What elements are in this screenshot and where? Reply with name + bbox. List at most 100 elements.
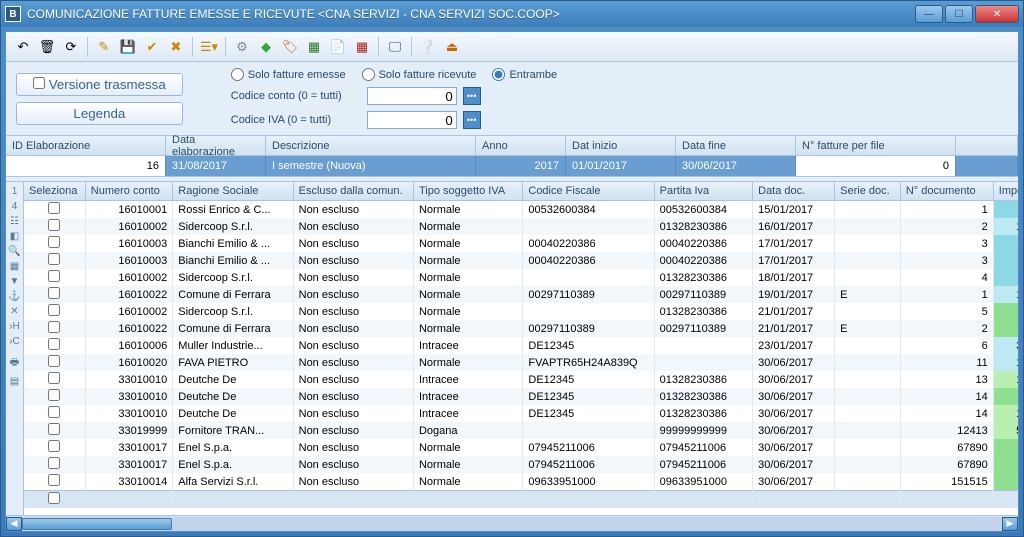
grid-wrap[interactable]: SelezionaNumero contoRagione SocialeEscl…	[24, 182, 1018, 515]
codice-iva-input[interactable]	[367, 111, 457, 129]
row-checkbox[interactable]	[48, 389, 60, 401]
table-row[interactable]: 16010020FAVA PIETRONon esclusoNormaleFVA…	[24, 354, 1018, 371]
doc-icon[interactable]: 📄	[327, 36, 349, 58]
grid-header-nconto[interactable]: Numero conto	[85, 182, 173, 201]
scroll-thumb[interactable]	[22, 518, 172, 530]
list-icon[interactable]: ☰▾	[198, 36, 220, 58]
row-checkbox[interactable]	[48, 253, 60, 265]
row-checkbox[interactable]	[48, 440, 60, 452]
close-button[interactable]: ✕	[975, 5, 1019, 23]
monitor-icon[interactable]: 🖵	[384, 36, 406, 58]
grid-header-tiposogg[interactable]: Tipo soggetto IVA	[413, 182, 522, 201]
tool-ok-icon[interactable]: ✔	[141, 36, 163, 58]
side-icon[interactable]: ▼	[10, 276, 20, 287]
footer-checkbox[interactable]	[48, 492, 60, 504]
row-checkbox[interactable]	[48, 287, 60, 299]
excel-icon[interactable]: ▦	[303, 36, 325, 58]
grid-header-ndoc[interactable]: N° documento	[900, 182, 993, 201]
row-checkbox[interactable]	[48, 338, 60, 350]
radio-ricevute[interactable]: Solo fatture ricevute	[362, 68, 477, 81]
table-row[interactable]: 16010002Sidercoop S.r.l.Non esclusoNorma…	[24, 218, 1018, 235]
table-row[interactable]: 16010022Comune di FerraraNon esclusoNorm…	[24, 286, 1018, 303]
grid-header-sel[interactable]: Seleziona	[24, 182, 85, 201]
header-col[interactable]: Anno	[476, 136, 566, 156]
refresh-icon[interactable]: ⟳	[60, 36, 82, 58]
radio-entrambe[interactable]: Entrambe	[492, 68, 557, 81]
side-icon[interactable]: 1	[12, 186, 18, 197]
scroll-left-button[interactable]: ◀	[6, 517, 22, 531]
versione-trasmessa-button[interactable]: Versione trasmessa	[16, 73, 183, 96]
table-row[interactable]: 16010003Bianchi Emilio & ...Non esclusoN…	[24, 252, 1018, 269]
grid-header-imp[interactable]: Imponibile	[993, 182, 1018, 201]
undo-icon[interactable]: ↶	[12, 36, 34, 58]
grid-header-cf[interactable]: Codice Fiscale	[523, 182, 654, 201]
row-checkbox[interactable]	[48, 423, 60, 435]
horizontal-scrollbar[interactable]: ◀ ▶	[6, 515, 1018, 531]
versione-trasmessa-check[interactable]	[33, 77, 45, 89]
side-icon[interactable]: ›H	[9, 321, 20, 332]
side-icon[interactable]: ⚓	[8, 291, 20, 302]
table-row[interactable]: 33010014Alfa Servizi S.r.l.Non esclusoNo…	[24, 473, 1018, 491]
side-icon[interactable]: ☷	[10, 216, 19, 227]
minimize-button[interactable]: —	[915, 5, 943, 23]
table-row[interactable]: 16010006Muller Industrie...Non esclusoIn…	[24, 337, 1018, 354]
row-checkbox[interactable]	[48, 474, 60, 486]
table-row[interactable]: 33010010Deutche DeNon esclusoIntraceeDE1…	[24, 371, 1018, 388]
tool-close-icon[interactable]: ✖	[165, 36, 187, 58]
header-col[interactable]: N° fatture per file	[796, 136, 956, 156]
row-checkbox[interactable]	[48, 304, 60, 316]
table-row[interactable]: 16010003Bianchi Emilio & ...Non esclusoN…	[24, 235, 1018, 252]
row-checkbox[interactable]	[48, 355, 60, 367]
row-checkbox[interactable]	[48, 457, 60, 469]
filter-icon[interactable]: ◆	[255, 36, 277, 58]
trash-icon[interactable]: 🗑	[36, 36, 58, 58]
side-icon[interactable]: ◧	[10, 231, 19, 242]
grid-header-piva[interactable]: Partita Iva	[654, 182, 752, 201]
tag-icon[interactable]: 🏷	[279, 36, 301, 58]
legenda-button[interactable]: Legenda	[16, 102, 183, 125]
table-row[interactable]: 33010017Enel S.p.a.Non esclusoNormale079…	[24, 439, 1018, 456]
header-col[interactable]: Descrizione	[266, 136, 476, 156]
table-row[interactable]: 33010010Deutche DeNon esclusoIntraceeDE1…	[24, 405, 1018, 422]
side-icon[interactable]: ›C	[9, 336, 20, 347]
table-row[interactable]: 16010001Rossi Enrico & C...Non esclusoNo…	[24, 201, 1018, 219]
codice-conto-input[interactable]	[367, 87, 457, 105]
codice-conto-lookup-button[interactable]: •••	[463, 87, 481, 105]
table-row[interactable]: 16010022Comune di FerraraNon esclusoNorm…	[24, 320, 1018, 337]
gear-icon[interactable]: ⚙	[231, 36, 253, 58]
row-checkbox[interactable]	[48, 372, 60, 384]
header-col[interactable]: Dat inizio	[566, 136, 676, 156]
exit-icon[interactable]: ⏏	[441, 36, 463, 58]
grid-red-icon[interactable]: ▦	[351, 36, 373, 58]
codice-iva-lookup-button[interactable]: •••	[463, 111, 481, 129]
header-col[interactable]: Data elaborazione	[166, 136, 266, 156]
row-checkbox[interactable]	[48, 202, 60, 214]
side-icon[interactable]: ▤	[10, 376, 19, 387]
side-icon[interactable]: 4	[12, 201, 18, 212]
grid-header-ragsoc[interactable]: Ragione Sociale	[173, 182, 293, 201]
table-row[interactable]: 33010010Deutche DeNon esclusoIntraceeDE1…	[24, 388, 1018, 405]
row-checkbox[interactable]	[48, 270, 60, 282]
table-row[interactable]: 33019999Fornitore TRAN...Non esclusoDoga…	[24, 422, 1018, 439]
side-icon[interactable]: ▦	[10, 261, 19, 272]
grid-header-escluso[interactable]: Escluso dalla comun.	[293, 182, 413, 201]
side-icon[interactable]: ✕	[10, 306, 18, 317]
grid-header-seriedoc[interactable]: Serie doc.	[835, 182, 901, 201]
header-col[interactable]: ID Elaborazione	[6, 136, 166, 156]
grid-header-datadoc[interactable]: Data doc.	[753, 182, 835, 201]
side-icon[interactable]: 🖶	[10, 355, 19, 372]
table-row[interactable]: 33010017Enel S.p.a.Non esclusoNormale079…	[24, 456, 1018, 473]
tool-save-icon[interactable]: 💾	[117, 36, 139, 58]
radio-emesse[interactable]: Solo fatture emesse	[231, 68, 346, 81]
table-row[interactable]: 16010002Sidercoop S.r.l.Non esclusoNorma…	[24, 269, 1018, 286]
maximize-button[interactable]: ☐	[945, 5, 973, 23]
table-row[interactable]: 16010002Sidercoop S.r.l.Non esclusoNorma…	[24, 303, 1018, 320]
row-checkbox[interactable]	[48, 236, 60, 248]
help-icon[interactable]: ❔	[417, 36, 439, 58]
side-icon[interactable]: 🔍	[8, 246, 20, 257]
scroll-track[interactable]	[22, 517, 1002, 531]
row-checkbox[interactable]	[48, 406, 60, 418]
tool-edit-icon[interactable]: ✎	[93, 36, 115, 58]
scroll-right-button[interactable]: ▶	[1002, 517, 1018, 531]
row-checkbox[interactable]	[48, 219, 60, 231]
